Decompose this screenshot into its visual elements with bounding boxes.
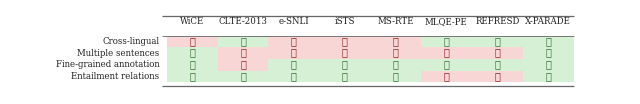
Text: ✓: ✓ <box>342 60 348 69</box>
Text: ✓: ✓ <box>342 72 348 81</box>
Text: ✗: ✗ <box>240 60 246 69</box>
FancyBboxPatch shape <box>269 59 319 71</box>
Text: Entailment relations: Entailment relations <box>71 72 159 81</box>
Text: ✗: ✗ <box>494 72 500 81</box>
Text: ✓: ✓ <box>494 60 500 69</box>
Text: ✓: ✓ <box>189 49 195 58</box>
FancyBboxPatch shape <box>421 71 472 82</box>
Text: WiCE: WiCE <box>180 17 204 26</box>
Text: ✓: ✓ <box>545 37 551 46</box>
FancyBboxPatch shape <box>319 71 370 82</box>
FancyBboxPatch shape <box>472 59 523 71</box>
FancyBboxPatch shape <box>167 59 218 71</box>
FancyBboxPatch shape <box>269 71 319 82</box>
Text: ✗: ✗ <box>342 37 348 46</box>
FancyBboxPatch shape <box>421 59 472 71</box>
FancyBboxPatch shape <box>167 36 218 47</box>
FancyBboxPatch shape <box>523 36 573 47</box>
Text: ✓: ✓ <box>189 72 195 81</box>
FancyBboxPatch shape <box>523 47 573 59</box>
FancyBboxPatch shape <box>218 47 269 59</box>
Text: ✗: ✗ <box>291 37 297 46</box>
Text: ✓: ✓ <box>393 72 399 81</box>
FancyBboxPatch shape <box>523 59 573 71</box>
Text: e-SNLI: e-SNLI <box>278 17 309 26</box>
FancyBboxPatch shape <box>421 47 472 59</box>
Text: MLQE-PE: MLQE-PE <box>425 17 468 26</box>
Text: Fine-grained annotation: Fine-grained annotation <box>56 60 159 69</box>
Text: ✗: ✗ <box>444 49 449 58</box>
Text: ✗: ✗ <box>393 49 399 58</box>
FancyBboxPatch shape <box>269 36 319 47</box>
Text: iSTS: iSTS <box>335 17 355 26</box>
FancyBboxPatch shape <box>370 59 421 71</box>
Text: X-PARADE: X-PARADE <box>525 17 571 26</box>
Text: ✗: ✗ <box>240 49 246 58</box>
Text: MS-RTE: MS-RTE <box>378 17 414 26</box>
FancyBboxPatch shape <box>472 71 523 82</box>
FancyBboxPatch shape <box>218 59 269 71</box>
Text: ✓: ✓ <box>189 60 195 69</box>
Text: ✓: ✓ <box>444 60 449 69</box>
FancyBboxPatch shape <box>523 71 573 82</box>
Text: ✓: ✓ <box>545 49 551 58</box>
FancyBboxPatch shape <box>472 47 523 59</box>
FancyBboxPatch shape <box>319 59 370 71</box>
FancyBboxPatch shape <box>370 36 421 47</box>
Text: ✓: ✓ <box>240 72 246 81</box>
FancyBboxPatch shape <box>269 47 319 59</box>
FancyBboxPatch shape <box>319 36 370 47</box>
FancyBboxPatch shape <box>218 71 269 82</box>
Text: Cross-lingual: Cross-lingual <box>102 37 159 46</box>
Text: REFRESD: REFRESD <box>475 17 520 26</box>
Text: ✓: ✓ <box>291 60 297 69</box>
Text: ✓: ✓ <box>240 37 246 46</box>
Text: ✓: ✓ <box>545 72 551 81</box>
Text: ✓: ✓ <box>494 37 500 46</box>
Text: Multiple sentences: Multiple sentences <box>77 49 159 58</box>
FancyBboxPatch shape <box>319 47 370 59</box>
FancyBboxPatch shape <box>167 47 218 59</box>
Text: ✗: ✗ <box>291 49 297 58</box>
FancyBboxPatch shape <box>421 36 472 47</box>
Text: ✓: ✓ <box>545 60 551 69</box>
Text: ✓: ✓ <box>444 37 449 46</box>
Text: ✗: ✗ <box>494 49 500 58</box>
Text: ✗: ✗ <box>342 49 348 58</box>
FancyBboxPatch shape <box>370 71 421 82</box>
Text: ✓: ✓ <box>291 72 297 81</box>
FancyBboxPatch shape <box>472 36 523 47</box>
FancyBboxPatch shape <box>218 36 269 47</box>
Text: ✓: ✓ <box>393 60 399 69</box>
Text: ✗: ✗ <box>444 72 449 81</box>
Text: ✗: ✗ <box>393 37 399 46</box>
Text: CLTE-2013: CLTE-2013 <box>219 17 268 26</box>
Text: ✗: ✗ <box>189 37 195 46</box>
FancyBboxPatch shape <box>370 47 421 59</box>
FancyBboxPatch shape <box>167 71 218 82</box>
